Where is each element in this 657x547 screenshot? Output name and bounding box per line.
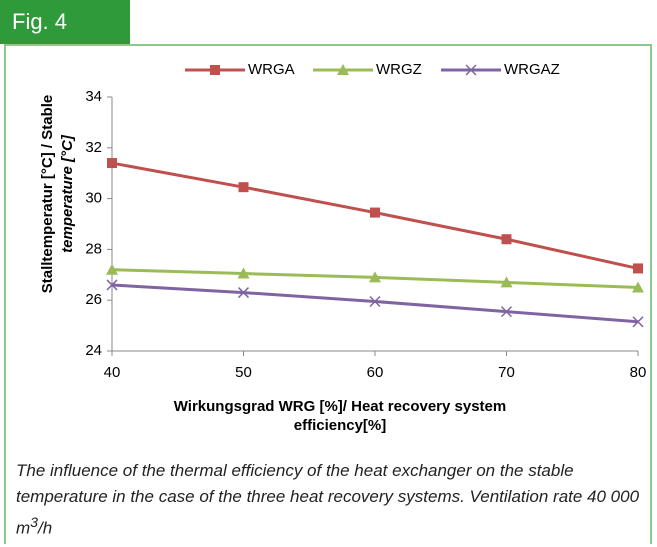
data-point bbox=[369, 295, 381, 308]
y-axis-label: temperature [°C] bbox=[59, 134, 76, 253]
data-point bbox=[500, 306, 513, 318]
legend-label: WRGZ bbox=[376, 61, 422, 78]
y-axis-label: Stalltemperatur [°C] / Stable bbox=[39, 95, 56, 294]
data-point bbox=[237, 287, 250, 299]
y-tick-label: 34 bbox=[85, 88, 102, 105]
legend-label: WRGAZ bbox=[504, 61, 560, 78]
caption-sup: 3 bbox=[30, 515, 39, 531]
series-line bbox=[111, 283, 639, 324]
legend-label: WRGA bbox=[248, 61, 295, 78]
caption: The influence of the thermal efficiency … bbox=[16, 458, 646, 542]
caption-text: The influence of the thermal efficiency … bbox=[16, 461, 640, 538]
data-point bbox=[237, 267, 250, 279]
x-tick-label: 60 bbox=[367, 364, 384, 381]
y-tick-label: 26 bbox=[85, 291, 102, 308]
data-point bbox=[632, 281, 644, 293]
data-point bbox=[370, 207, 380, 218]
data-point bbox=[238, 182, 249, 193]
data-point bbox=[106, 263, 118, 275]
x-tick-label: 80 bbox=[630, 364, 647, 381]
legend-marker bbox=[210, 65, 220, 75]
y-tick-label: 32 bbox=[85, 139, 102, 156]
y-tick-label: 28 bbox=[85, 240, 102, 257]
x-axis-label: Wirkungsgrad WRG [%]/ Heat recovery syst… bbox=[174, 398, 506, 415]
data-point bbox=[633, 263, 643, 274]
caption-tail: /h bbox=[38, 518, 53, 538]
x-tick-label: 40 bbox=[104, 364, 121, 381]
x-axis-label: efficiency[%] bbox=[294, 417, 387, 434]
data-point bbox=[369, 271, 381, 283]
data-point bbox=[501, 234, 512, 245]
y-tick-label: 30 bbox=[85, 190, 102, 207]
x-tick-label: 70 bbox=[498, 364, 515, 381]
x-tick-label: 50 bbox=[235, 364, 252, 381]
y-tick-label: 24 bbox=[85, 342, 102, 359]
figure-frame bbox=[4, 44, 652, 544]
legend-marker bbox=[337, 64, 349, 75]
legend-marker bbox=[465, 64, 477, 76]
data-point bbox=[500, 276, 513, 288]
data-point bbox=[107, 158, 117, 169]
figure-label: Fig. 4 bbox=[0, 0, 130, 44]
data-point bbox=[632, 316, 644, 328]
data-point bbox=[106, 279, 118, 291]
